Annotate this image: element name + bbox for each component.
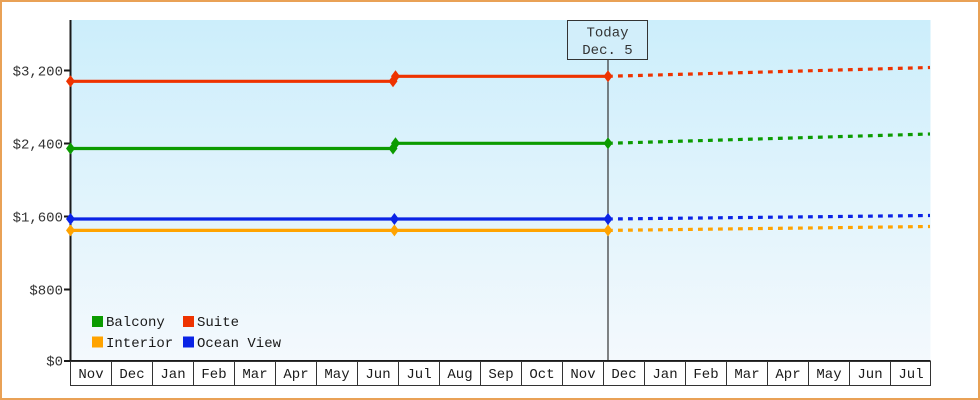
svg-text:Apr: Apr — [775, 367, 800, 383]
svg-text:Jan: Jan — [652, 367, 677, 383]
svg-text:May: May — [816, 367, 841, 383]
svg-text:Sep: Sep — [488, 367, 513, 383]
svg-text:Oct: Oct — [529, 367, 554, 383]
svg-text:Feb: Feb — [201, 367, 226, 383]
svg-text:Dec: Dec — [119, 367, 144, 383]
svg-text:Feb: Feb — [693, 367, 718, 383]
svg-text:Apr: Apr — [283, 367, 308, 383]
svg-text:Balcony: Balcony — [106, 315, 165, 331]
svg-text:$1,600: $1,600 — [13, 211, 63, 227]
svg-text:Dec. 5: Dec. 5 — [582, 43, 632, 59]
svg-text:Mar: Mar — [242, 367, 267, 383]
svg-text:Aug: Aug — [447, 367, 472, 383]
svg-text:$800: $800 — [29, 284, 63, 300]
svg-text:Jul: Jul — [898, 367, 923, 383]
svg-text:Jun: Jun — [365, 367, 390, 383]
svg-text:May: May — [324, 367, 349, 383]
svg-text:Nov: Nov — [78, 367, 103, 383]
svg-text:Jun: Jun — [857, 367, 882, 383]
svg-text:$2,400: $2,400 — [13, 138, 63, 154]
svg-text:Mar: Mar — [734, 367, 759, 383]
svg-text:$3,200: $3,200 — [13, 65, 63, 81]
svg-text:Jan: Jan — [160, 367, 185, 383]
svg-text:Suite: Suite — [197, 315, 239, 331]
svg-text:Nov: Nov — [570, 367, 595, 383]
svg-text:Today: Today — [586, 26, 628, 42]
svg-text:$0: $0 — [46, 355, 63, 371]
svg-text:Jul: Jul — [406, 367, 431, 383]
svg-text:Interior: Interior — [106, 336, 173, 352]
svg-text:Dec: Dec — [611, 367, 636, 383]
svg-text:Ocean View: Ocean View — [197, 336, 282, 352]
